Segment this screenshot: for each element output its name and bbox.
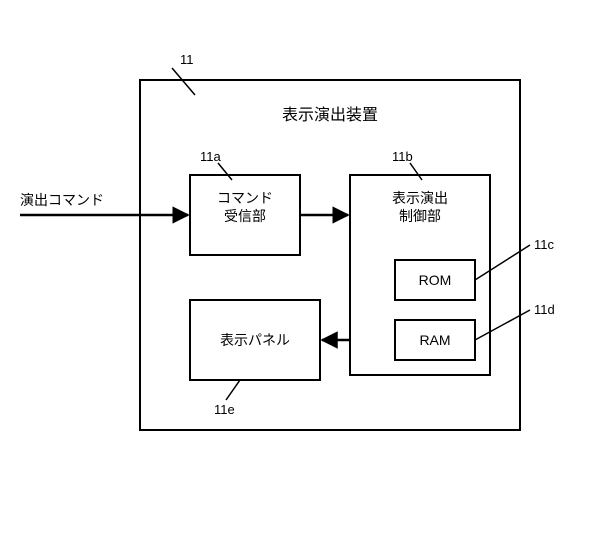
control-box-label2: 制御部 [399,208,441,224]
ref-c: 11c [534,237,554,252]
ref-b: 11b [392,149,413,164]
panel-box-label: 表示パネル [220,332,290,348]
block-diagram: 表示演出装置 11 コマンド受信部 表示演出制御部 ROM RAM 表示パネル 11a 11b 1… [0,0,598,535]
rom-box-label: ROM [419,272,452,288]
control-box-label1: 表示演出 [392,190,448,206]
ref-line-d [475,310,530,340]
ref-line-e [226,380,240,400]
ref-line-c [475,245,530,280]
ref-line-a [218,163,232,180]
ref-a: 11a [200,149,221,164]
ref-line-outer [172,68,195,95]
cmd-receiver-box-label1: コマンド [217,190,273,206]
outer-title: 表示演出装置 [282,106,378,124]
ram-box-label: RAM [419,332,450,348]
ref-e: 11e [214,402,235,417]
ref-line-b [410,163,422,180]
cmd-receiver-box-label2: 受信部 [224,208,266,224]
input-label: 演出コマンド [20,192,104,208]
ref-d: 11d [534,302,555,317]
ref-outer: 11 [180,52,194,67]
